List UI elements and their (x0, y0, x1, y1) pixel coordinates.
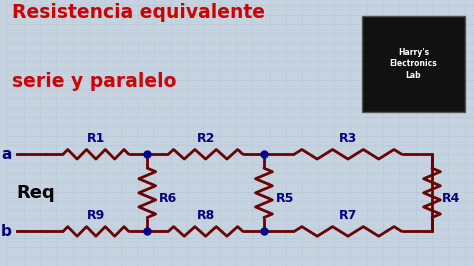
Text: R8: R8 (196, 209, 215, 222)
Bar (362, 16, 465, 112)
Text: R6: R6 (159, 192, 177, 205)
Text: R4: R4 (442, 192, 461, 205)
Text: b: b (1, 224, 12, 239)
Text: R1: R1 (87, 132, 105, 145)
Text: Resistencia equivalente: Resistencia equivalente (12, 3, 265, 22)
Text: R5: R5 (275, 192, 294, 205)
Text: serie y paralelo: serie y paralelo (12, 72, 176, 91)
Text: R9: R9 (87, 209, 105, 222)
Text: R7: R7 (339, 209, 357, 222)
Text: R2: R2 (196, 132, 215, 145)
Text: R3: R3 (339, 132, 357, 145)
Text: Harry's
Electronics
Lab: Harry's Electronics Lab (390, 48, 437, 80)
Text: a: a (1, 147, 12, 162)
Text: Req: Req (17, 184, 55, 202)
